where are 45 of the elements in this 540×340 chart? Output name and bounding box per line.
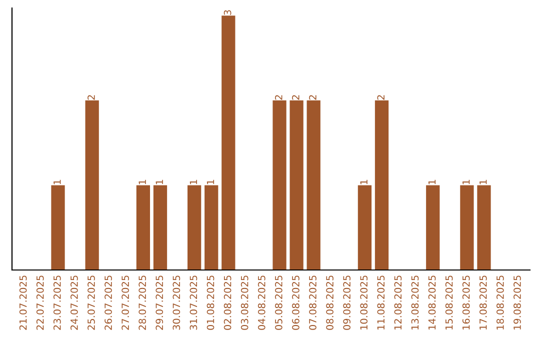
data-label: 1 [428,180,436,184]
x-tick-label: 08.08.2025 [326,276,334,330]
x-tick-label: 04.08.2025 [258,276,266,330]
x-tick-label: 30.07.2025 [172,276,180,330]
data-label: 2 [377,95,384,100]
data-label: 2 [88,95,95,100]
x-tick-label: 24.07.2025 [70,276,78,330]
x-tick-label: 01.08.2025 [206,276,214,330]
data-label: 1 [54,180,61,184]
x-tick-label: 28.07.2025 [138,276,146,330]
data-label: 1 [156,180,163,184]
x-tick-label: 12.08.2025 [394,276,402,330]
x-tick-label: 05.08.2025 [274,276,282,330]
data-label: 1 [360,180,368,184]
x-tick-label: 07.08.2025 [309,276,316,330]
data-label: 1 [190,180,198,184]
x-tick-label: 15.08.2025 [445,276,453,330]
x-tick-label: 17.08.2025 [479,276,487,330]
x-tick-label: 26.07.2025 [104,276,112,330]
x-tick-label: 31.07.2025 [190,276,198,330]
x-tick-label: 11.08.2025 [377,276,385,330]
data-label: 2 [292,95,300,100]
x-tick-label: 09.08.2025 [343,276,350,330]
data-label: 1 [206,180,214,184]
x-tick-label: 18.08.2025 [496,276,504,330]
data-label: 1 [138,180,146,184]
data-label: 3 [224,10,232,15]
x-tick-label: 19.08.2025 [514,276,521,330]
x-tick-label: 16.08.2025 [462,276,470,330]
x-tick-label: 14.08.2025 [428,276,436,330]
x-tick-label: 29.07.2025 [156,276,164,330]
data-label: 1 [462,180,470,184]
x-tick-label: 13.08.2025 [411,276,419,330]
data-label: 1 [480,180,487,184]
data-label: 2 [309,95,316,100]
x-tick-label: 25.07.2025 [88,276,95,330]
x-tick-label: 22.07.2025 [36,276,44,330]
x-tick-label: 02.08.2025 [224,276,232,330]
data-label: 2 [274,95,282,100]
x-tick-label: 21.07.2025 [19,276,27,330]
x-tick-label: 27.07.2025 [122,276,129,330]
x-tick-label: 06.08.2025 [292,276,300,330]
x-tick-label: 23.07.2025 [53,276,61,330]
x-tick-label: 10.08.2025 [360,276,368,330]
x-tick-label: 03.08.2025 [240,276,248,330]
